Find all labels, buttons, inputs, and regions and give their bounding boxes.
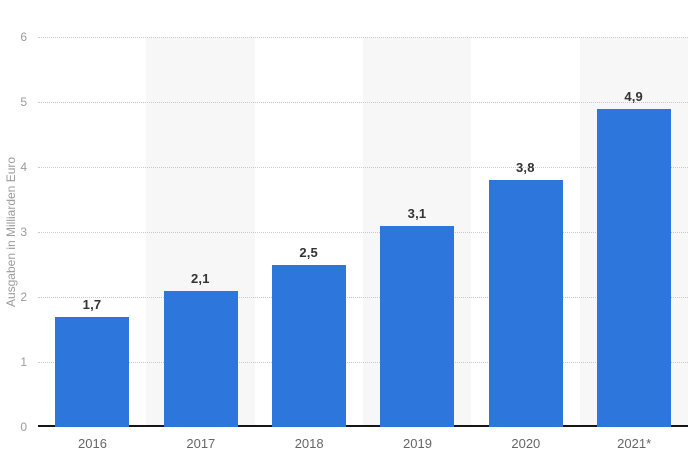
x-tick-label-2021*: 2021* (617, 436, 652, 451)
bar-value-label: 2,5 (299, 244, 318, 260)
bar-value-label: 3,1 (407, 205, 427, 221)
y-tick-label: 1 (20, 355, 27, 369)
bar-value-label: 2,1 (190, 270, 210, 286)
x-tick-label-2017: 2017 (186, 436, 216, 451)
bar-value-label: 4,9 (624, 88, 643, 104)
gridline (38, 297, 688, 298)
x-axis-line (38, 425, 688, 427)
bar-value-label: 3,8 (515, 160, 535, 175)
y-tick-label: 5 (20, 95, 27, 109)
bar-2018[interactable] (271, 264, 346, 427)
bar-2021*[interactable] (596, 108, 671, 427)
bar-2020[interactable] (488, 180, 563, 427)
y-tick-label: 2 (20, 290, 27, 304)
x-tick-label-2020: 2020 (511, 436, 541, 451)
x-tick-label-2016: 2016 (78, 436, 107, 451)
x-tick-label-2019: 2019 (403, 436, 432, 451)
y-tick-label: 3 (20, 225, 27, 239)
y-tick-label: 6 (20, 30, 27, 44)
x-tick-label-2018: 2018 (294, 436, 324, 451)
bar-value-label: 1,7 (82, 296, 102, 312)
y-tick-label: 0 (20, 420, 27, 434)
gridline (38, 102, 688, 103)
bar-2019[interactable] (380, 225, 455, 427)
gridline (38, 232, 688, 233)
gridline (38, 37, 688, 38)
gridline (38, 167, 688, 168)
gridline (38, 362, 688, 363)
bar-2017[interactable] (163, 290, 238, 427)
bar-2016[interactable] (55, 316, 130, 427)
y-tick-label: 4 (20, 160, 27, 174)
